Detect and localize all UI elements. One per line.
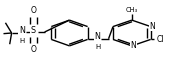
Text: N: N (131, 41, 136, 50)
Text: Cl: Cl (157, 35, 164, 44)
Text: O: O (30, 6, 36, 15)
Text: N: N (149, 22, 155, 31)
Text: CH₃: CH₃ (126, 7, 138, 13)
Text: H: H (95, 44, 100, 50)
Text: O: O (30, 45, 36, 54)
Text: N: N (19, 26, 25, 35)
Text: N: N (95, 32, 101, 41)
Text: S: S (31, 26, 36, 35)
Text: H: H (19, 38, 24, 44)
